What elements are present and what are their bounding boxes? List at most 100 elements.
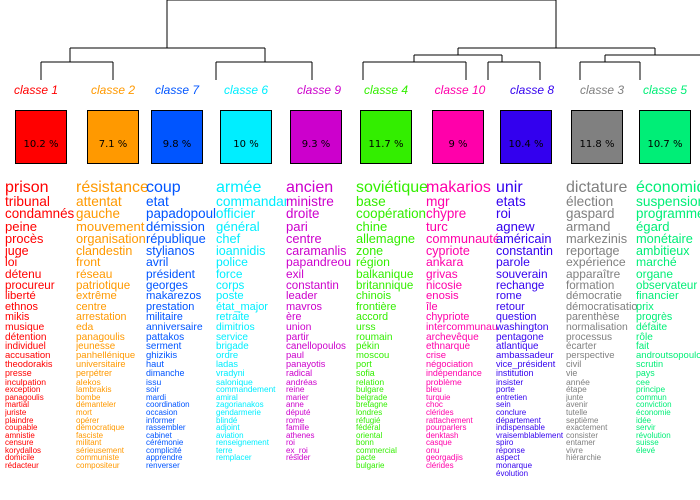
class-box [220, 110, 272, 164]
class-word: pari [286, 218, 308, 234]
class-word-list: makarios mgr chypre turc communauté cypriote a… [426, 180, 498, 500]
class-word: andréas [286, 376, 318, 387]
class-word: processus [566, 331, 613, 343]
class-word: jeunesse [76, 341, 116, 353]
class-word: région [356, 255, 390, 270]
class-word: bretagne [356, 400, 388, 410]
class-word: normalisation [566, 321, 628, 333]
class-word-list: unir etats roi agnew américain constantin paro… [496, 180, 568, 500]
class-word-list: ancien ministre droite pari centre caramanlis… [286, 180, 358, 500]
class-word: monétaire [636, 231, 693, 247]
class-word: militaire [146, 311, 183, 324]
class-word: service [216, 331, 248, 343]
class-word: chinois [356, 290, 392, 303]
class-box [360, 110, 412, 164]
class-word: mgr [426, 194, 450, 210]
class-word: londres [356, 407, 383, 417]
class-word: ethnos [5, 301, 39, 314]
class-word: pacte [356, 453, 376, 463]
class-percentage: 7.1 % [98, 139, 128, 150]
class-word: bleu [426, 383, 442, 394]
class-box [151, 110, 203, 164]
class-word: androutsopoulos [636, 350, 700, 362]
class-word: informer [146, 415, 176, 425]
class-word: zone [356, 243, 384, 258]
class-word: casque [426, 438, 452, 448]
class-word: gauche [76, 206, 120, 222]
class-word: communauté [426, 231, 498, 247]
class-label: classe 6 [223, 83, 269, 97]
class-word: police [216, 255, 248, 270]
class-word: compositeur [76, 461, 120, 471]
class-word: pékin [356, 341, 380, 353]
class-word: écarter [566, 341, 597, 353]
class-word: panayotis [286, 359, 326, 370]
class-word: idée [636, 415, 652, 425]
class-word: atlantique [496, 341, 539, 353]
class-word: mavros [286, 301, 323, 314]
class-word: onu [426, 445, 440, 455]
class-word: universitaire [76, 359, 126, 370]
class-word: clérides [426, 461, 454, 471]
class-word: inculpation [5, 376, 47, 387]
class-word: occasion [146, 407, 178, 417]
class-word: officier [216, 206, 256, 222]
class-word: problème [426, 376, 462, 387]
class-word: accord [356, 311, 389, 324]
class-box [500, 110, 552, 164]
class-word: issu [146, 376, 162, 387]
class-word: arrestation [76, 311, 127, 324]
class-word: junte [566, 392, 584, 402]
class-word: exil [286, 267, 304, 282]
class-percentage: 11.7 % [368, 139, 404, 150]
class-word: loi [5, 255, 18, 270]
class-percentage: 10 % [233, 139, 259, 150]
class-word: pays [636, 368, 655, 379]
class-word: chypriote [426, 311, 470, 324]
class-word: pattakos [146, 331, 185, 343]
class-word: chef [216, 231, 241, 247]
class-word: commercial [356, 445, 397, 455]
class-word: denktash [426, 430, 459, 440]
class-label: classe 8 [509, 83, 555, 97]
class-word: base [356, 194, 386, 210]
class-label: classe 7 [154, 83, 200, 97]
class-label: classe 10 [434, 83, 486, 97]
class-word: perpétrer [76, 368, 113, 379]
class-word: agnew [496, 218, 535, 234]
class-word: président [146, 267, 195, 282]
class-word: theodorakis [5, 359, 53, 370]
class-word: expérience [566, 255, 626, 270]
class-word-list: soviétique base coopération chine allemagne z… [356, 180, 428, 500]
class-word: procureur [5, 279, 55, 293]
class-word: progrès [636, 311, 673, 324]
class-word: clandestin [76, 243, 133, 258]
class-word: britannique [356, 279, 414, 293]
class-word: complicité [146, 445, 182, 455]
class-word: apprendre [146, 453, 183, 463]
class-word: stylianos [146, 243, 195, 258]
class-word: prison [5, 180, 49, 196]
class-word: ladas [216, 359, 238, 370]
class-word: révolution [636, 430, 671, 440]
class-word: démission [146, 218, 205, 234]
class-box [639, 110, 691, 164]
class-box [87, 110, 139, 164]
dendrogram [40, 0, 700, 80]
class-word: salonique [216, 376, 253, 387]
class-word: tribunal [5, 194, 50, 210]
class-word: armée [216, 180, 262, 196]
class-word: pentagone [496, 331, 544, 343]
class-word: commandant [216, 194, 288, 210]
class-word: eda [76, 321, 94, 333]
class-word: radical [286, 368, 313, 379]
class-word: renseignement [216, 438, 269, 448]
class-word: marché [636, 255, 677, 270]
class-word: juge [5, 243, 29, 258]
class-word: formation [566, 279, 615, 293]
class-label: classe 1 [13, 83, 59, 97]
class-word: turquie [426, 392, 451, 402]
class-word: vice_président [496, 359, 556, 370]
class-word: organe [636, 267, 674, 282]
class-word: procès [5, 231, 44, 247]
